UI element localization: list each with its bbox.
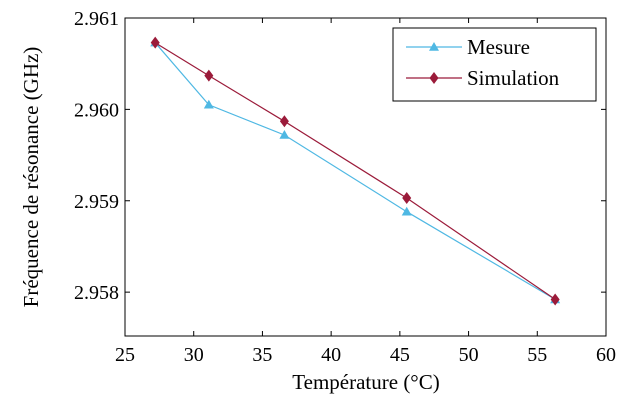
y-tick-label: 2.959 [74,191,119,213]
x-tick-label: 50 [459,344,479,366]
y-axis-label: Fréquence de résonance (GHz) [19,47,43,308]
data-point-simulation [550,293,560,306]
y-tick-label: 2.958 [74,282,119,304]
x-tick-label: 25 [115,344,135,366]
legend-marker-simulation [429,72,439,84]
x-tick-label: 55 [527,344,547,366]
data-point-simulation [279,115,289,128]
legend-box [392,27,597,102]
legend-marker-mesure [429,42,439,51]
data-point-mesure [203,99,214,109]
y-tick-label: 2.960 [74,99,119,121]
x-tick-label: 35 [252,344,272,366]
legend-label-simulation: Simulation [467,66,560,90]
x-tick-label: 30 [184,344,204,366]
x-tick-label: 45 [390,344,410,366]
series-layer [150,36,561,306]
data-point-simulation [402,192,412,205]
x-axis-label: Température (°C) [292,370,439,394]
plot-area [124,17,607,337]
data-point-simulation [150,36,160,49]
y-tick-label: 2.961 [74,8,119,30]
axis-ticks: 25 30 35 40 45 50 55 60 2.958 2.959 2.960 2.961 [74,8,616,366]
legend: Mesure Simulation [392,27,597,102]
x-tick-label: 40 [321,344,341,366]
legend-label-mesure: Mesure [467,35,530,59]
x-tick-label: 60 [596,344,616,366]
data-point-mesure [279,129,290,139]
data-point-simulation [204,69,214,82]
data-point-mesure [401,206,412,216]
